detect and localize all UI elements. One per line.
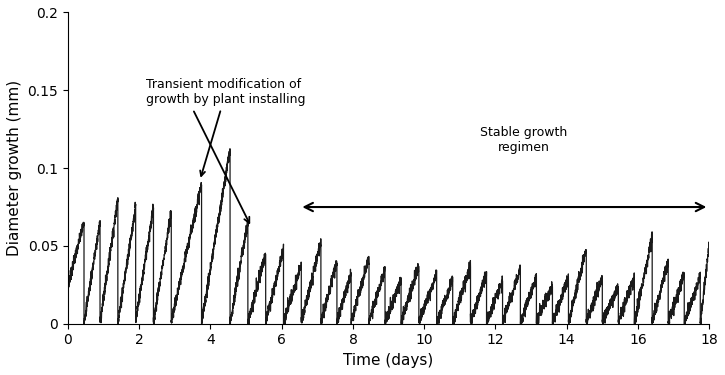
X-axis label: Time (days): Time (days) — [344, 353, 434, 368]
Y-axis label: Diameter growth (mm): Diameter growth (mm) — [7, 80, 22, 256]
Text: Stable growth
regimen: Stable growth regimen — [481, 126, 568, 154]
Text: Transient modification of
growth by plant installing: Transient modification of growth by plan… — [146, 78, 306, 176]
